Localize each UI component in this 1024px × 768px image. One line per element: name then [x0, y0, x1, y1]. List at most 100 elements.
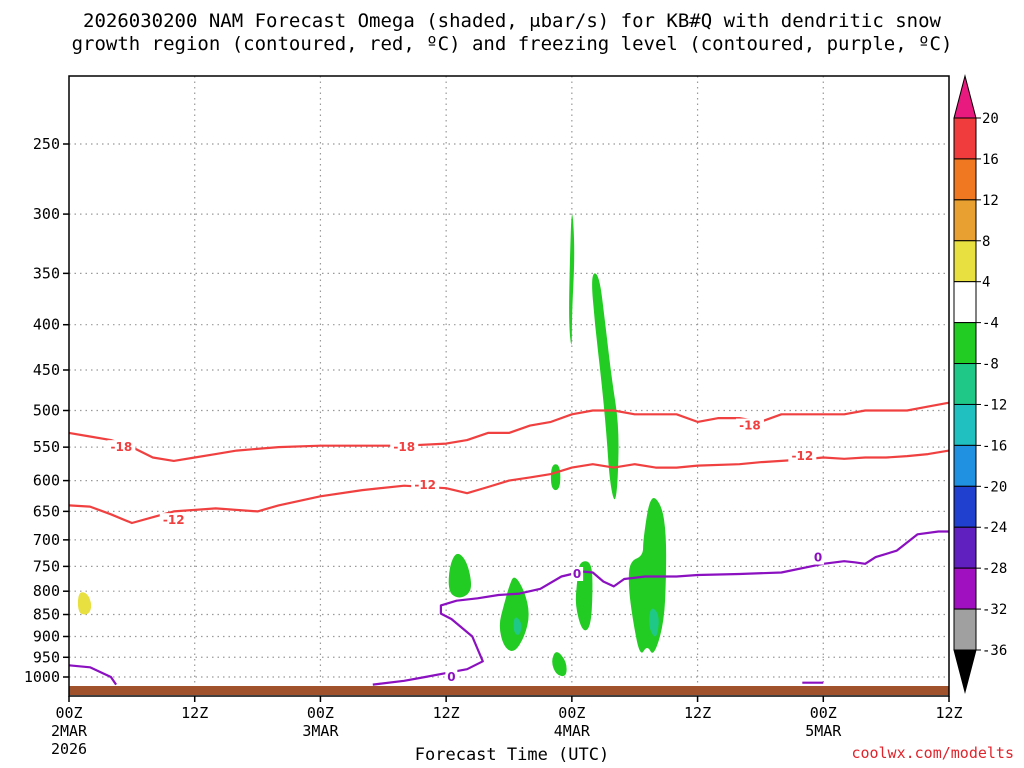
y-tick-label: 450	[33, 361, 60, 379]
omega-green-3	[550, 464, 561, 491]
y-tick-label: 800	[33, 582, 60, 600]
chart-title-line-2: growth region (contoured, red, ºC) and f…	[71, 33, 953, 55]
dgz-18-label: -18	[393, 440, 415, 454]
freezing-level-label: 0	[447, 670, 455, 684]
colorbar: 20 16 12 8 4 -4 -8 -12 -16 -20 -24 -28 -32 -36	[953, 74, 1007, 694]
x-tick-label: 00Z	[55, 704, 82, 722]
freezing-level-label-bg	[445, 670, 458, 684]
omega-green-6	[552, 652, 567, 677]
colorbar-label: -12	[982, 397, 1007, 413]
y-tick-label: 550	[33, 438, 60, 456]
dgz-18-label: -18	[739, 419, 761, 433]
omega-green-4	[448, 553, 472, 598]
colorbar-label: -20	[982, 479, 1007, 495]
y-tick-label: 600	[33, 472, 60, 490]
chart-title-line-1: 2026030200 NAM Forecast Omega (shaded, μ…	[83, 10, 941, 32]
omega-green-2	[592, 273, 619, 500]
y-tick-label: 250	[33, 135, 60, 153]
colorbar-label: -4	[982, 316, 999, 332]
omega-yellow-1	[77, 592, 92, 615]
colorbar-label: -36	[982, 643, 1007, 659]
freezing-level-label-bg	[571, 567, 584, 582]
x-tick-date: 5MAR	[805, 722, 842, 740]
dgz-12-label: -12	[163, 513, 185, 527]
dgz-12-label-bg	[159, 513, 188, 528]
x-tick-label: 12Z	[433, 704, 460, 722]
dgz-18-line	[68, 401, 950, 462]
y-tick-label: 350	[33, 264, 60, 282]
y-tick-label: 900	[33, 627, 60, 645]
source-credit: coolwx.com/modelts	[851, 744, 1014, 762]
x-tick-label: 12Z	[684, 704, 711, 722]
colorbar-swatch	[953, 403, 977, 446]
omega-green-5	[499, 577, 529, 651]
colorbar-swatch	[953, 485, 977, 528]
dgz-12-label-bg	[411, 478, 440, 493]
freezing-level-label: 0	[573, 567, 581, 581]
x-tick-label: 00Z	[558, 704, 585, 722]
y-tick-label: 850	[33, 606, 60, 624]
dgz-12-label: -12	[791, 449, 813, 463]
omega-shading	[77, 214, 667, 677]
contour-lines	[68, 401, 950, 686]
y-axis-ticks: 250 300 350 400 450 500 550 600 650 700 750 800 850 9…	[24, 135, 69, 686]
colorbar-label: -28	[982, 561, 1007, 577]
colorbar-swatch	[953, 526, 977, 569]
colorbar-swatch	[953, 117, 977, 160]
colorbar-label: 16	[982, 152, 999, 168]
x-tick-date: 2MAR	[51, 722, 88, 740]
x-tick-date: 3MAR	[302, 722, 339, 740]
y-tick-label: 950	[33, 648, 60, 666]
x-tick-date: 4MAR	[554, 722, 591, 740]
colorbar-swatch	[953, 199, 977, 242]
dgz-18-label-bg	[735, 418, 764, 433]
plot-border	[68, 75, 950, 697]
colorbar-label: -16	[982, 438, 1007, 454]
contour-labels: -18 -18 -18 -12 -12 -12 0 0 0	[107, 418, 825, 684]
colorbar-swatch	[953, 158, 977, 201]
x-tick-label: 12Z	[181, 704, 208, 722]
freezing-level-label-bg	[812, 550, 825, 565]
plot-frame	[68, 75, 950, 697]
dgz-12-line	[68, 449, 950, 525]
colorbar-top-arrow	[953, 74, 977, 119]
freezing-level-line	[68, 664, 118, 686]
colorbar-label: -24	[982, 520, 1007, 536]
y-tick-label: 300	[33, 205, 60, 223]
dgz-18-label-bg	[107, 440, 136, 455]
colorbar-bottom-arrow	[953, 649, 977, 694]
y-tick-label: 500	[33, 402, 60, 420]
colorbar-label: -32	[982, 602, 1007, 618]
colorbar-label: 8	[982, 234, 990, 250]
ground-band	[69, 686, 949, 695]
colorbar-swatch	[953, 444, 977, 487]
y-tick-label: 1000	[24, 668, 60, 686]
colorbar-swatch	[953, 363, 977, 405]
colorbar-label: 12	[982, 193, 999, 209]
colorbar-swatch	[953, 322, 977, 365]
colorbar-label: 4	[982, 275, 990, 291]
ground-layer	[69, 686, 949, 695]
colorbar-swatch	[953, 567, 977, 610]
dgz-18-label: -18	[111, 440, 133, 454]
x-tick-label: 00Z	[810, 704, 837, 722]
y-tick-label: 400	[33, 316, 60, 334]
omega-green-1	[569, 214, 575, 345]
colorbar-swatch	[953, 281, 977, 324]
x-tick-label: 12Z	[935, 704, 962, 722]
omega-teal-2	[649, 608, 659, 637]
colorbar-swatch	[953, 608, 977, 651]
y-tick-label: 700	[33, 531, 60, 549]
colorbar-label: -8	[982, 357, 999, 373]
dgz-18-label-bg	[390, 440, 419, 455]
dgz-12-label: -12	[414, 478, 436, 492]
x-axis-label: Forecast Time (UTC)	[414, 745, 610, 765]
x-tick-label: 00Z	[307, 704, 334, 722]
y-tick-label: 650	[33, 502, 60, 520]
colorbar-label: 20	[982, 111, 999, 127]
freezing-level-2-line	[372, 530, 949, 686]
dgz-12-label-bg	[788, 449, 817, 464]
freezing-level-label: 0	[814, 551, 822, 565]
